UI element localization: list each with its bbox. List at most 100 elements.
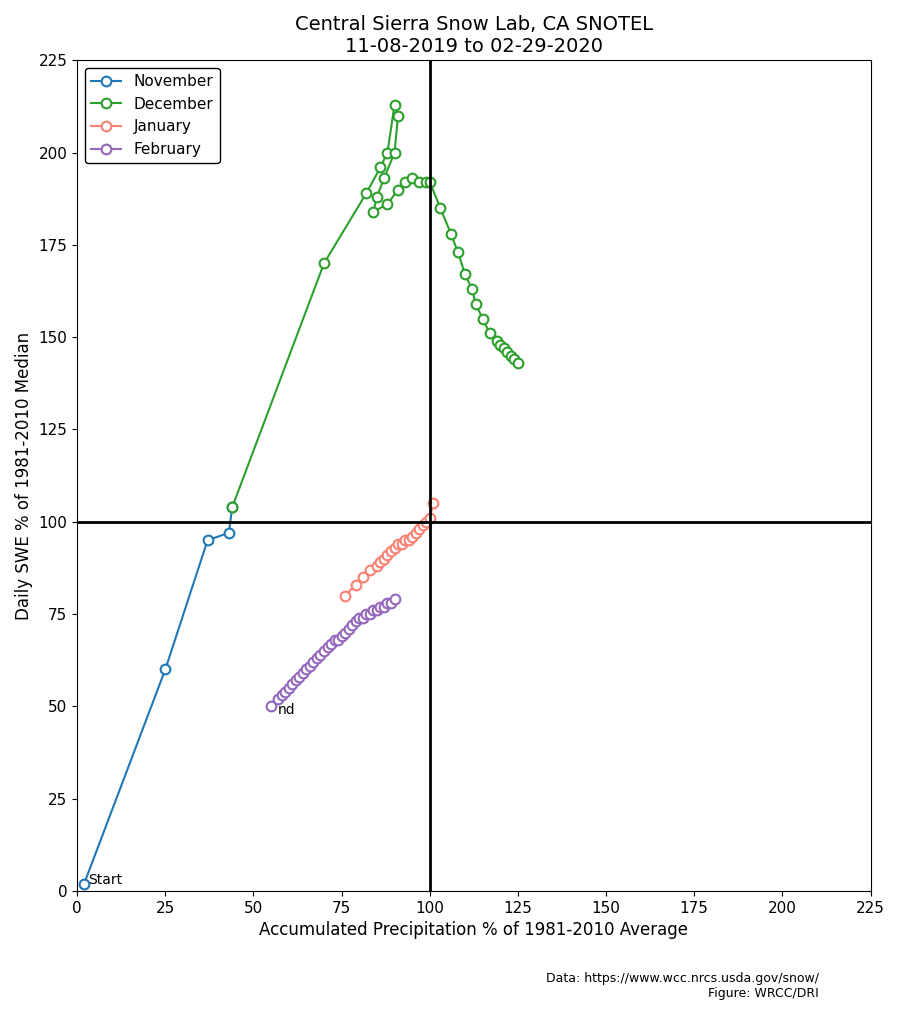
- Point: [458, 266, 473, 282]
- Point: [387, 96, 401, 113]
- Point: [221, 524, 236, 541]
- Point: [398, 532, 412, 549]
- Point: [370, 189, 384, 205]
- Point: [426, 496, 440, 512]
- Point: [383, 543, 398, 559]
- Point: [366, 602, 381, 619]
- Point: [409, 524, 423, 541]
- Point: [381, 145, 395, 161]
- Point: [345, 617, 359, 633]
- Point: [465, 281, 480, 298]
- Point: [493, 337, 508, 353]
- X-axis label: Accumulated Precipitation % of 1981-2010 Average: Accumulated Precipitation % of 1981-2010…: [259, 921, 688, 939]
- Point: [338, 624, 352, 640]
- Point: [398, 174, 412, 191]
- Point: [359, 605, 374, 622]
- Point: [497, 340, 511, 356]
- Point: [313, 646, 328, 663]
- Point: [317, 255, 331, 272]
- Point: [370, 558, 384, 575]
- Point: [387, 145, 401, 161]
- Point: [500, 344, 515, 360]
- Point: [328, 632, 342, 648]
- Point: [324, 635, 338, 652]
- Point: [363, 561, 377, 578]
- Point: [341, 621, 356, 637]
- Point: [510, 355, 525, 371]
- Text: nd: nd: [278, 703, 296, 717]
- Point: [225, 499, 239, 515]
- Point: [423, 510, 437, 526]
- Point: [468, 295, 482, 312]
- Point: [374, 159, 388, 175]
- Point: [271, 690, 285, 707]
- Point: [377, 551, 392, 567]
- Point: [285, 676, 300, 693]
- Point: [387, 540, 401, 556]
- Point: [338, 587, 352, 603]
- Point: [201, 532, 215, 549]
- Point: [419, 174, 434, 191]
- Point: [292, 669, 307, 685]
- Point: [444, 226, 458, 242]
- Point: [320, 639, 335, 656]
- Point: [377, 170, 392, 187]
- Point: [359, 185, 374, 201]
- Point: [225, 499, 239, 515]
- Point: [391, 182, 405, 198]
- Point: [282, 679, 296, 696]
- Point: [356, 609, 370, 626]
- Point: [363, 605, 377, 622]
- Point: [317, 642, 331, 659]
- Point: [306, 654, 320, 670]
- Point: [405, 170, 419, 187]
- Point: [274, 687, 289, 704]
- Text: Start: Start: [87, 872, 122, 886]
- Point: [374, 598, 388, 615]
- Point: [381, 595, 395, 611]
- Point: [412, 174, 427, 191]
- Point: [394, 536, 409, 552]
- Point: [264, 698, 278, 714]
- Point: [299, 661, 313, 677]
- Point: [419, 514, 434, 530]
- Legend: November, December, January, February: November, December, January, February: [85, 68, 220, 163]
- Point: [391, 536, 405, 552]
- Point: [302, 658, 317, 674]
- Point: [451, 244, 465, 261]
- Point: [158, 661, 173, 677]
- Point: [412, 521, 427, 538]
- Point: [331, 632, 346, 648]
- Point: [475, 311, 490, 327]
- Point: [383, 595, 398, 611]
- Point: [504, 348, 518, 364]
- Point: [423, 174, 437, 191]
- Point: [335, 628, 349, 644]
- Point: [377, 598, 392, 615]
- Point: [381, 547, 395, 563]
- Point: [295, 665, 310, 681]
- Point: [366, 203, 381, 220]
- Point: [433, 200, 447, 216]
- Point: [370, 602, 384, 619]
- Y-axis label: Daily SWE % of 1981-2010 Median: Daily SWE % of 1981-2010 Median: [15, 331, 33, 620]
- Point: [348, 577, 363, 593]
- Point: [482, 325, 497, 342]
- Point: [278, 683, 293, 700]
- Point: [405, 528, 419, 545]
- Text: Data: https://www.wcc.nrcs.usda.gov/snow/
Figure: WRCC/DRI: Data: https://www.wcc.nrcs.usda.gov/snow…: [546, 973, 819, 1000]
- Point: [289, 672, 303, 688]
- Point: [416, 517, 430, 534]
- Point: [348, 614, 363, 630]
- Point: [374, 554, 388, 570]
- Point: [401, 532, 416, 549]
- Point: [387, 591, 401, 607]
- Point: [508, 351, 522, 367]
- Title: Central Sierra Snow Lab, CA SNOTEL
11-08-2019 to 02-29-2020: Central Sierra Snow Lab, CA SNOTEL 11-08…: [295, 15, 652, 56]
- Point: [381, 196, 395, 212]
- Point: [490, 332, 504, 349]
- Point: [77, 875, 92, 892]
- Point: [310, 650, 324, 667]
- Point: [391, 108, 405, 124]
- Point: [352, 609, 366, 626]
